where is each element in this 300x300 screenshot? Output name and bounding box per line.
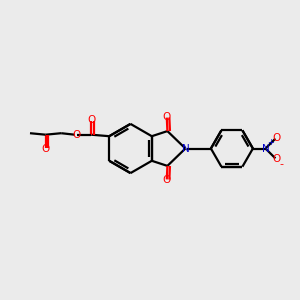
Text: N: N <box>262 143 269 154</box>
Text: O: O <box>41 144 50 154</box>
Text: +: + <box>267 138 274 147</box>
Text: O: O <box>87 115 95 125</box>
Text: N: N <box>182 143 189 154</box>
Text: O: O <box>272 133 280 143</box>
Text: O: O <box>72 130 80 140</box>
Text: O: O <box>272 154 280 164</box>
Text: O: O <box>163 175 171 185</box>
Text: O: O <box>163 112 171 122</box>
Text: -: - <box>279 159 284 170</box>
